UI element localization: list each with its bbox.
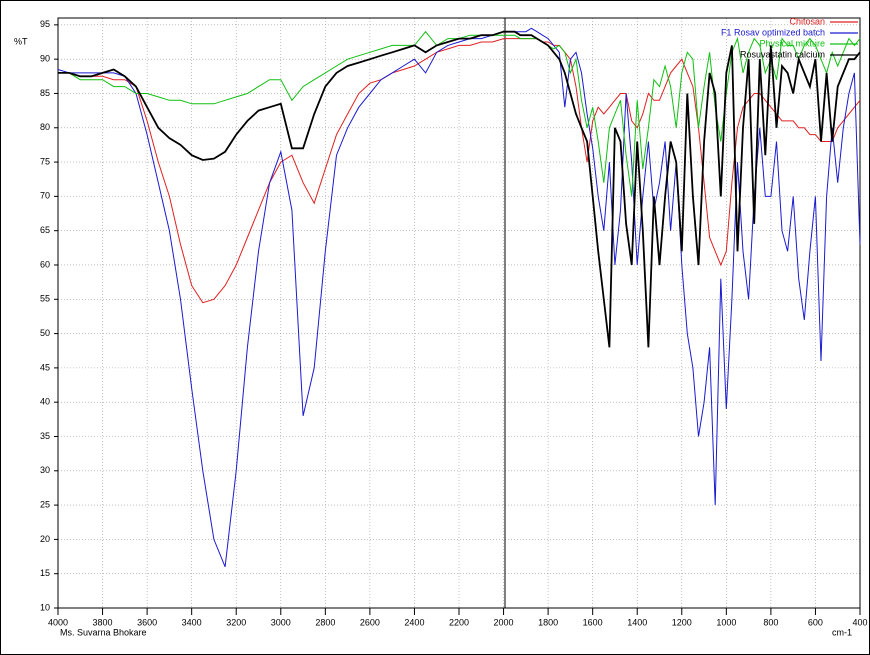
y-tick-label: 35 [40, 431, 50, 441]
x-tick-label: 3200 [226, 617, 246, 627]
x-tick-label: 800 [763, 617, 778, 627]
y-tick-label: 80 [40, 122, 50, 132]
y-tick-label: 50 [40, 328, 50, 338]
x-tick-label: 2200 [449, 617, 469, 627]
x-tick-label: 1800 [538, 617, 558, 627]
y-tick-label: 65 [40, 225, 50, 235]
legend-label: Chitosan [789, 16, 825, 26]
x-tick-label: 2000 [494, 617, 514, 627]
x-tick-label: 600 [808, 617, 823, 627]
y-tick-label: 95 [40, 19, 50, 29]
y-tick-label: 20 [40, 534, 50, 544]
plot-frame [57, 17, 861, 609]
y-tick-label: 25 [40, 499, 50, 509]
x-tick-label: 2400 [404, 617, 424, 627]
y-tick-label: 30 [40, 465, 50, 475]
author: Ms. Suvarna Bhokare [60, 627, 147, 637]
spectrum-line [58, 30, 861, 348]
spectrum-line [57, 27, 861, 567]
y-tick-label: 85 [40, 88, 50, 98]
legend-label: Physical mixture [759, 38, 825, 48]
x-tick-label: 3400 [182, 617, 202, 627]
y-tick-label: 90 [40, 54, 50, 64]
x-tick-label: 4000 [48, 617, 68, 627]
x-axis-label: cm-1 [832, 627, 852, 637]
x-tick-label: 2600 [360, 617, 380, 627]
x-tick-label: 2800 [315, 617, 335, 627]
legend-label: F1 Rosav optimized batch [721, 27, 825, 37]
x-tick-label: 1400 [627, 617, 647, 627]
y-tick-label: 15 [40, 568, 50, 578]
x-tick-label: 3600 [137, 617, 157, 627]
spectrum-line [58, 30, 861, 197]
x-tick-label: 1600 [583, 617, 603, 627]
y-tick-label: 45 [40, 362, 50, 372]
legend-label: Rosuvastatin calcium [740, 49, 825, 59]
y-tick-label: 55 [40, 294, 50, 304]
y-tick-label: 70 [40, 191, 50, 201]
y-tick-label: 75 [40, 156, 50, 166]
y-tick-label: 60 [40, 259, 50, 269]
y-axis-label: %T [14, 36, 28, 46]
x-tick-label: 3800 [93, 617, 113, 627]
x-tick-label: 1000 [716, 617, 736, 627]
x-tick-label: 3000 [271, 617, 291, 627]
y-tick-label: 40 [40, 397, 50, 407]
x-tick-label: 400 [852, 617, 867, 627]
y-tick-label: 10 [40, 602, 50, 612]
x-tick-label: 1200 [672, 617, 692, 627]
